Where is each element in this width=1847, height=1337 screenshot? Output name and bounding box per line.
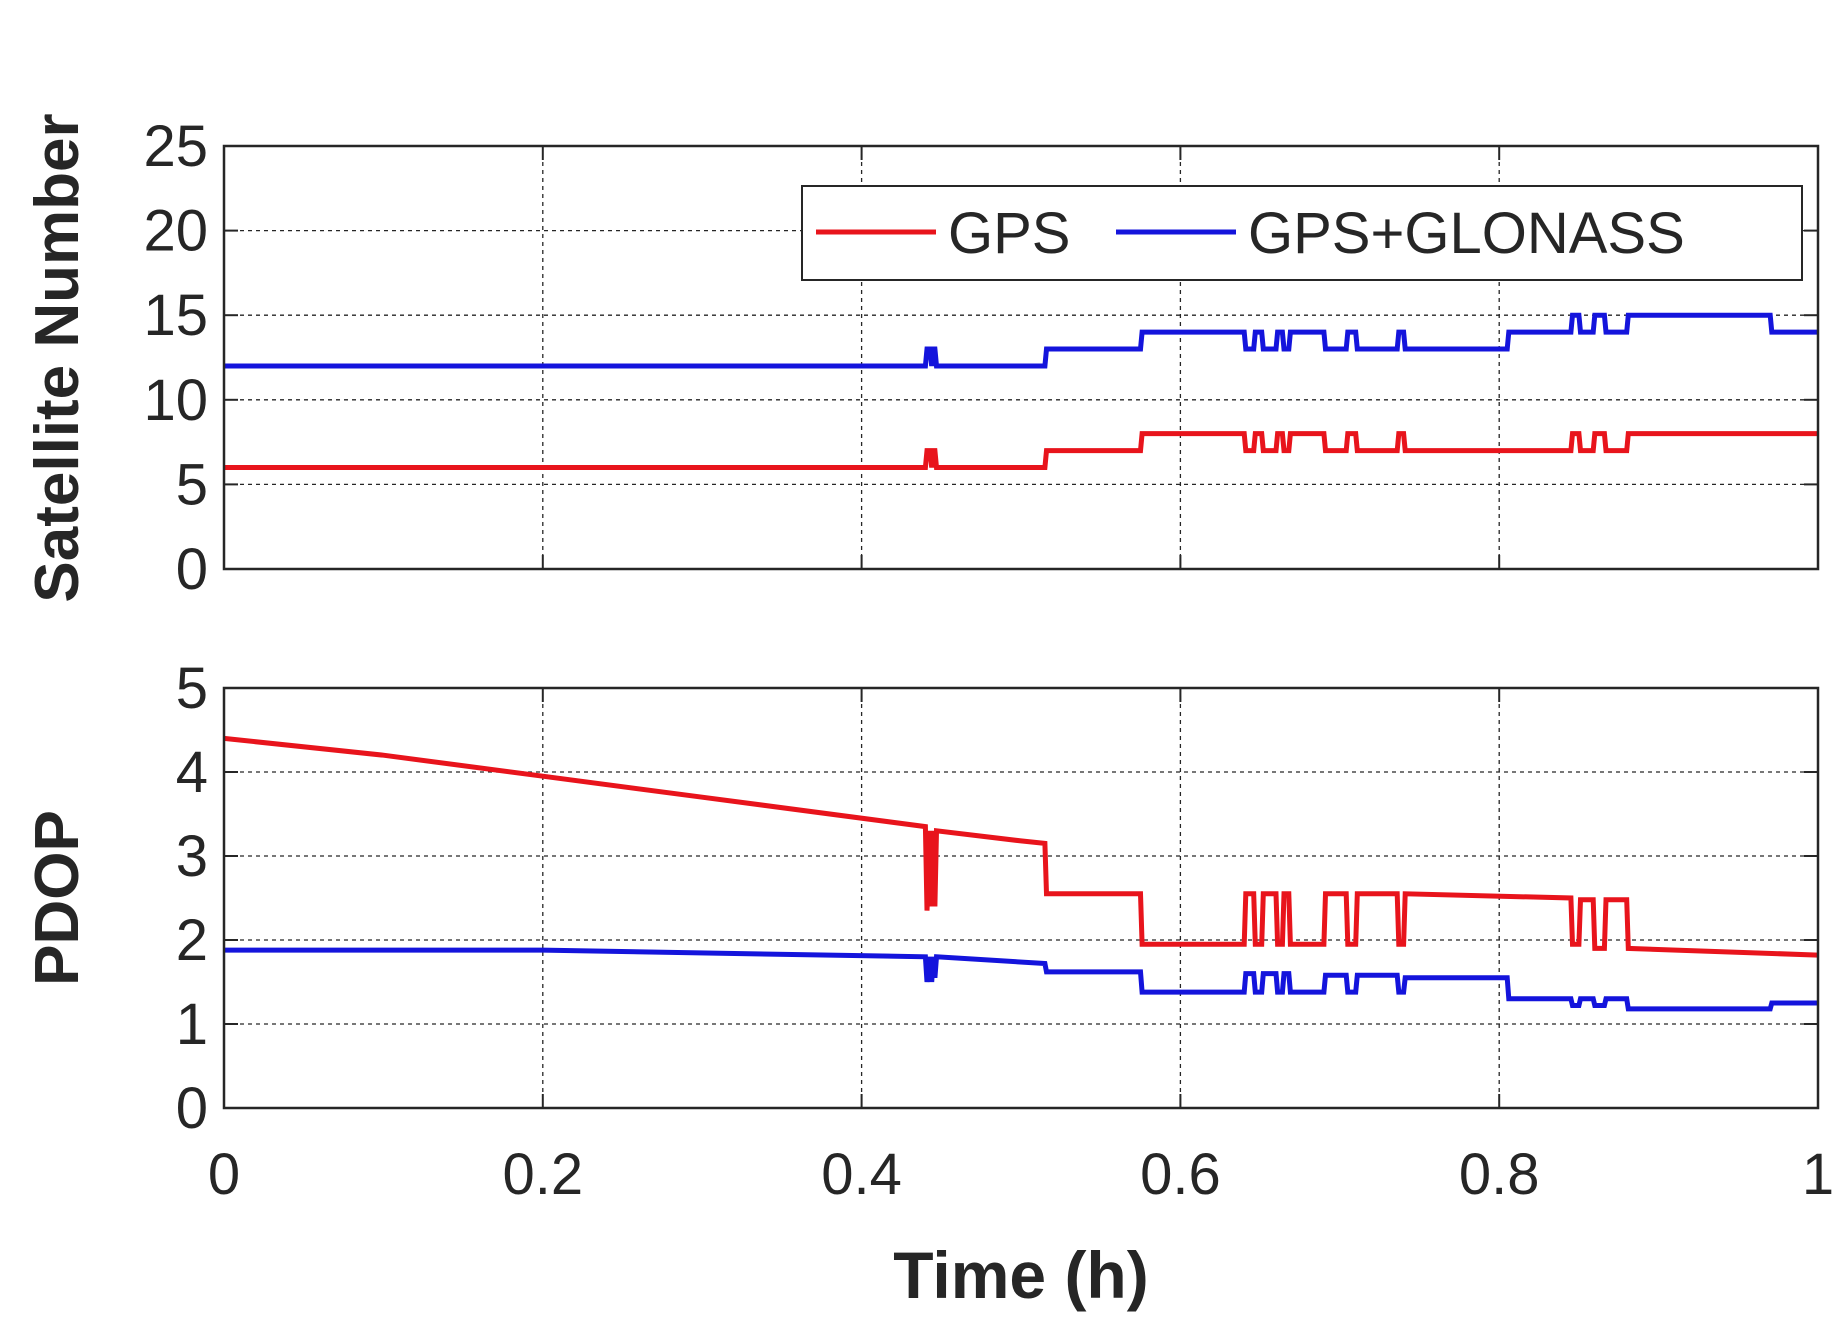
y-tick-label: 20	[143, 199, 208, 264]
x-tick-label: 0.6	[1140, 1142, 1221, 1207]
legend-box	[801, 185, 1803, 281]
y-tick-label: 0	[176, 537, 208, 602]
x-tick-label: 0	[208, 1142, 240, 1207]
y-tick-label: 10	[143, 368, 208, 433]
y-tick-label: 1	[176, 992, 208, 1057]
series-line-gps-glonass	[224, 947, 1818, 1012]
legend-label: GPS+GLONASS	[1248, 201, 1685, 266]
x-tick-label: 0.8	[1459, 1142, 1540, 1207]
y-tick-label: 2	[176, 908, 208, 973]
x-axis-label: Time (h)	[893, 1238, 1148, 1312]
y-tick-label: 5	[176, 656, 208, 721]
series-line-gps	[224, 431, 1818, 470]
y-axis-label: Satellite Number	[23, 113, 92, 602]
legend-label: GPS	[948, 201, 1071, 266]
pdop-panel: 0 1 2 3 4 5 0 0.2 0.4 0.6 0.8 1 PDOP Time (h)	[23, 656, 1834, 1312]
x-tick-label: 0.4	[821, 1142, 902, 1207]
y-axis-label: PDOP	[23, 810, 92, 986]
y-tick-label: 3	[176, 824, 208, 889]
axes-box	[222, 686, 1820, 1110]
x-tick-label: 0.2	[502, 1142, 583, 1207]
series-line-gps-glonass	[224, 312, 1818, 369]
x-tick-label: 1	[1802, 1142, 1834, 1207]
y-tick-label: 15	[143, 283, 208, 348]
y-tick-label: 4	[176, 740, 208, 805]
y-tick-label: 5	[176, 452, 208, 517]
y-tick-label: 0	[176, 1076, 208, 1141]
satellite-number-panel: 0 5 10 15 20 25 Satellite Number GPS GPS+GLONASS	[23, 113, 1820, 603]
y-tick-label: 25	[143, 114, 208, 179]
series-line-gps	[223, 735, 1819, 958]
axes-box	[222, 144, 1820, 571]
legend: GPS GPS+GLONASS	[801, 185, 1803, 281]
